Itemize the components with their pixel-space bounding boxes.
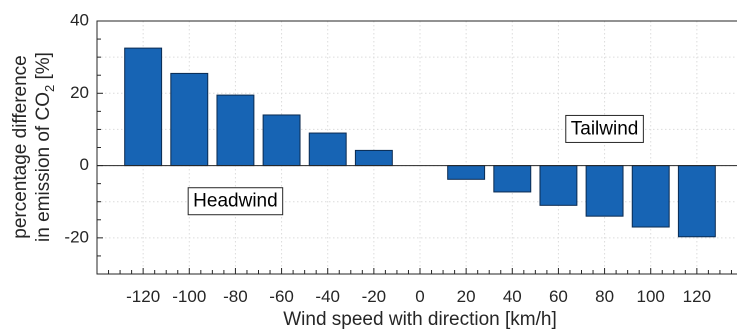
x-tick-label: 0 [415, 287, 424, 306]
annotation-tailwind: Tailwind [565, 114, 644, 143]
x-axis-label: Wind speed with direction [km/h] [283, 309, 557, 330]
tick-label-layer: -120 -100 -80 -60 -40 -20 0 20 40 60 80 100 120 -20 0 2… [64, 10, 711, 306]
bar [677, 165, 716, 238]
x-tick-label: -40 [315, 287, 340, 306]
bar-layer [124, 47, 716, 238]
annotation-headwind-label: Headwind [193, 191, 278, 212]
y-axis-label-subscript: 2 [42, 85, 57, 92]
bar [308, 132, 347, 167]
y-axis-label-line-1: percentage difference [10, 55, 31, 238]
y-tick-label: 40 [70, 10, 89, 29]
y-axis-label-unit: [%] [33, 52, 54, 85]
tick-layer [96, 20, 732, 275]
bar [216, 94, 255, 167]
bar [493, 165, 532, 193]
x-tick-label: 60 [549, 287, 568, 306]
annotation-box [565, 114, 644, 143]
x-tick-label: -120 [126, 287, 160, 306]
x-tick-label: -60 [269, 287, 294, 306]
annotation-tailwind-label: Tailwind [571, 118, 639, 139]
annotation-headwind: Headwind [187, 187, 284, 216]
x-tick-label: -100 [172, 287, 206, 306]
x-tick-label: 40 [503, 287, 522, 306]
bar [539, 165, 578, 206]
bar [585, 165, 624, 217]
annotation-box [187, 187, 284, 216]
x-tick-label: 80 [595, 287, 614, 306]
x-tick-label: 120 [683, 287, 711, 306]
x-tick-label: 20 [457, 287, 476, 306]
bar [354, 149, 393, 167]
bar [447, 165, 486, 180]
y-axis-label-line-2: in emission of CO2 [%] [33, 52, 57, 242]
bar [262, 114, 301, 167]
x-tick-label: -20 [362, 287, 387, 306]
x-tick-label: 100 [637, 287, 665, 306]
bar [631, 165, 670, 228]
y-tick-label: -20 [64, 227, 89, 246]
y-tick-label: 0 [80, 155, 89, 174]
bar [124, 47, 163, 167]
y-axis-label-main: in emission of CO [33, 92, 54, 242]
x-tick-label: -80 [223, 287, 248, 306]
bar [170, 72, 209, 167]
y-tick-label: 20 [70, 83, 89, 102]
